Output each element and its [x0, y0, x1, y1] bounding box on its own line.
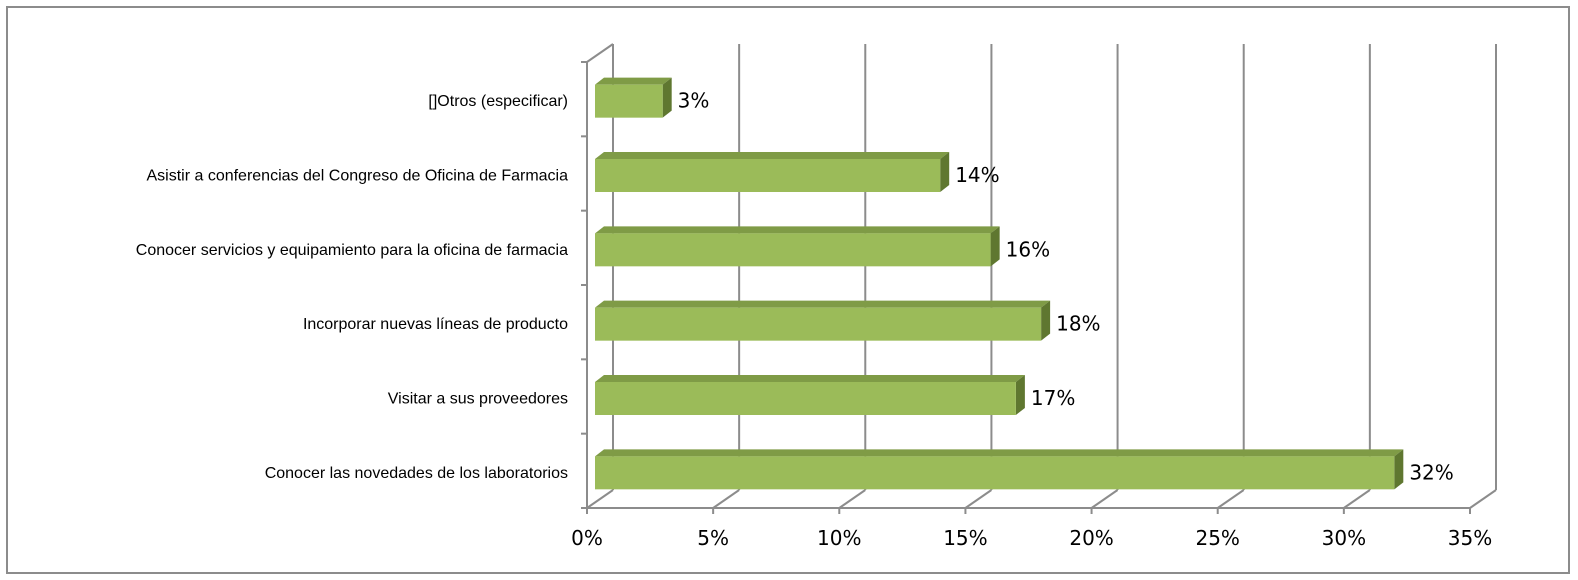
category-label: Visitar a sus proveedores — [388, 391, 568, 408]
bar-side — [1015, 375, 1025, 415]
x-tick-label: 0% — [571, 526, 603, 550]
data-label: 16% — [1006, 237, 1050, 261]
x-tick-label: 5% — [697, 526, 729, 550]
data-label: 18% — [1056, 312, 1100, 336]
gridlines — [586, 44, 1497, 509]
floor-gridline — [838, 489, 866, 509]
data-label: 14% — [955, 163, 999, 187]
data-label: 32% — [1409, 460, 1453, 484]
category-label: Incorporar nuevas líneas de producto — [303, 316, 568, 333]
bar-top — [595, 226, 1000, 234]
bar — [595, 84, 663, 118]
x-tick-label: 20% — [1069, 526, 1113, 550]
category-label: []Otros (especificar) — [428, 93, 568, 110]
data-labels: 32% 17% 18% 16% 14% 3% — [678, 89, 1454, 485]
bar — [595, 382, 1016, 415]
axes — [581, 43, 1471, 514]
bar — [595, 456, 1395, 490]
bar-top — [595, 300, 1051, 308]
floor-gridline — [712, 489, 740, 509]
bars — [595, 77, 1404, 490]
x-tick-label: 25% — [1195, 526, 1239, 550]
x-tick-label: 35% — [1448, 526, 1492, 550]
bar — [595, 307, 1042, 341]
floor-gridline — [1217, 489, 1245, 509]
wall-top-edge — [586, 43, 614, 63]
bar-side — [662, 77, 672, 118]
bar-top — [595, 77, 672, 85]
bar — [595, 159, 941, 192]
category-label: Asistir a conferencias del Congreso de O… — [146, 168, 568, 185]
bar-side — [1394, 449, 1404, 490]
bar-side — [1041, 300, 1051, 341]
bar-top — [595, 152, 950, 159]
bar-top — [595, 375, 1025, 382]
bar-top — [595, 449, 1404, 457]
x-tick-label: 30% — [1322, 526, 1366, 550]
data-label: 17% — [1031, 386, 1075, 410]
floor-gridline — [964, 489, 992, 509]
bar-side — [990, 226, 1000, 267]
floor-gridline — [586, 489, 614, 509]
bar-side — [940, 152, 950, 192]
x-tick-label: 10% — [817, 526, 861, 550]
category-labels: Conocer las novedades de los laboratorio… — [136, 93, 568, 482]
floor-gridline — [1091, 489, 1119, 509]
data-label: 3% — [678, 89, 710, 113]
x-tick-label: 15% — [943, 526, 987, 550]
x-axis-tick-labels: 0% 5% 10% 15% 20% 25% 30% 35% — [571, 526, 1492, 550]
bar — [595, 233, 991, 267]
category-label: Conocer servicios y equipamiento para la… — [136, 242, 568, 259]
category-label: Conocer las novedades de los laboratorio… — [265, 465, 568, 482]
floor-gridline — [1469, 489, 1497, 509]
floor-gridline — [1343, 489, 1371, 509]
